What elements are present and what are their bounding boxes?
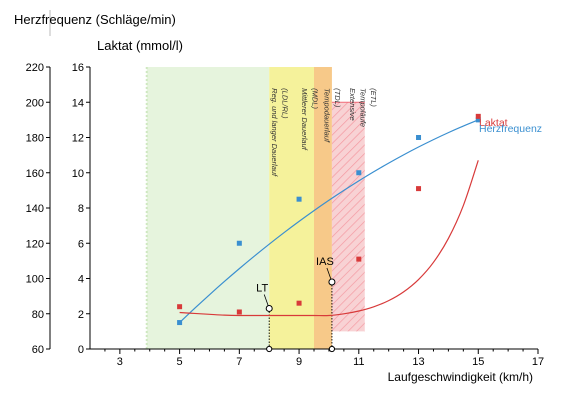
lactate-tick-label-6: 6 bbox=[78, 238, 84, 250]
hr-tick-label-140: 140 bbox=[26, 203, 44, 215]
legend-herzfrequenz: Herzfrequenz bbox=[479, 123, 542, 135]
lactate-tick-label-10: 10 bbox=[72, 168, 84, 180]
x-tick-label-17: 17 bbox=[532, 356, 544, 368]
x-tick-label-11: 11 bbox=[353, 356, 364, 368]
heart-rate-point-11 bbox=[356, 170, 362, 176]
zone-label-4: Tempodauerlauf bbox=[322, 88, 331, 143]
lactate-point-13 bbox=[416, 186, 422, 192]
hr-tick-label-160: 160 bbox=[26, 168, 44, 180]
lactate-curve bbox=[179, 160, 479, 317]
hr-tick-label-120: 120 bbox=[26, 238, 44, 250]
x-tick-label-9: 9 bbox=[296, 356, 302, 368]
lactate-tick-label-8: 8 bbox=[78, 203, 84, 215]
training-zone-labels: Reg. und langer Dauerlauf (LDL/RL) Mittler… bbox=[270, 88, 378, 177]
lactate-tick-label-14: 14 bbox=[72, 97, 84, 109]
heart-rate-point-7 bbox=[236, 240, 242, 246]
threshold-axis-point-lt bbox=[266, 345, 273, 353]
x-tick-label-7: 7 bbox=[236, 356, 242, 368]
heart-rate-point-5 bbox=[177, 320, 183, 326]
threshold-markers: LT IAS bbox=[256, 256, 336, 353]
threshold-label-ias: IAS bbox=[316, 256, 334, 268]
zone-hatch-3 bbox=[331, 102, 365, 332]
x-tick-label-13: 13 bbox=[412, 356, 424, 368]
x-tick-label-3: 3 bbox=[117, 356, 123, 368]
zone-label-2: Mittlerer Dauerlauf bbox=[300, 88, 309, 151]
series-points bbox=[177, 113, 481, 326]
zone-label-8: (ETL) bbox=[369, 88, 378, 107]
threshold-axis-point-ias bbox=[328, 345, 336, 353]
zone-label-6: Extensive bbox=[348, 88, 357, 121]
lactate-tick-label-16: 16 bbox=[72, 62, 84, 74]
hr-tick-label-200: 200 bbox=[26, 97, 44, 109]
lactate-tick-label-4: 4 bbox=[78, 274, 84, 286]
threshold-label-lt: LT bbox=[256, 282, 268, 294]
heart-rate-point-15 bbox=[475, 117, 481, 123]
lactate-point-7 bbox=[236, 309, 242, 315]
hr-tick-label-60: 60 bbox=[32, 344, 44, 356]
lactate-point-11 bbox=[356, 256, 362, 262]
heart-rate-point-13 bbox=[416, 135, 422, 140]
hr-tick-label-220: 220 bbox=[26, 62, 44, 74]
lactate-point-9 bbox=[296, 300, 302, 306]
hr-tick-label-100: 100 bbox=[26, 274, 44, 286]
axes: 60 80 100 120 140 160 180 200 220 0 2 4 6 8 10 12 14 16 3 5… bbox=[26, 10, 544, 368]
zone-band-1 bbox=[269, 67, 314, 349]
zone-band-0 bbox=[146, 67, 270, 349]
threshold-point-ias bbox=[328, 278, 336, 286]
x-axis-title: Laufgeschwindigkeit (km/h) bbox=[388, 370, 533, 384]
heart-rate-curve bbox=[179, 119, 479, 323]
x-tick-label-15: 15 bbox=[472, 356, 484, 368]
y-axis-title-lactate: Laktat (mmol/l) bbox=[97, 38, 183, 53]
zone-label-5: (TDL) bbox=[333, 88, 342, 108]
lactate-tick-label-2: 2 bbox=[78, 309, 84, 321]
heart-rate-point-9 bbox=[296, 196, 302, 202]
zone-label-7: Tempoläufe bbox=[358, 88, 367, 127]
training-zones bbox=[145, 67, 365, 349]
x-tick-label-5: 5 bbox=[177, 356, 183, 368]
legend-laktat: Laktat bbox=[479, 117, 508, 129]
zone-label-0: Reg. und langer Dauerlauf bbox=[270, 88, 279, 177]
lactate-point-5 bbox=[177, 304, 183, 310]
lactate-tick-label-12: 12 bbox=[72, 133, 84, 145]
zone-band-2 bbox=[314, 67, 332, 349]
lactate-tick-label-0: 0 bbox=[78, 344, 84, 356]
hr-tick-label-180: 180 bbox=[26, 133, 44, 145]
series-curves bbox=[179, 119, 479, 323]
zone-label-1: (LDL/RL) bbox=[281, 88, 290, 119]
y-axis-title-heart-rate: Herzfrequenz (Schläge/min) bbox=[14, 12, 176, 27]
lactate-point-15 bbox=[475, 113, 481, 119]
zone-label-3: (MDL) bbox=[311, 88, 320, 109]
hr-tick-label-80: 80 bbox=[32, 309, 44, 321]
threshold-point-lt bbox=[265, 304, 273, 312]
